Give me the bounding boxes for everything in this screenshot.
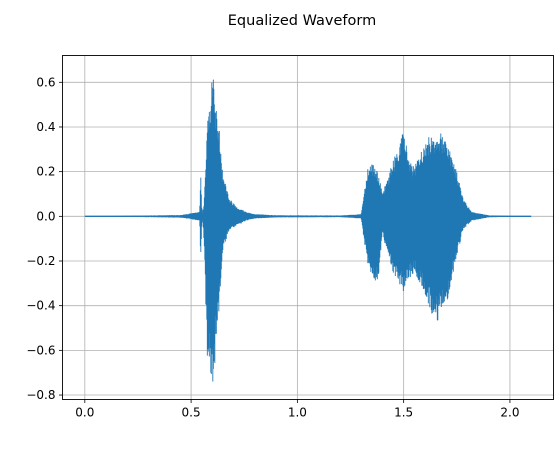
y-tick-label: −0.2: [26, 254, 55, 268]
y-tick-label: −0.4: [26, 299, 55, 313]
chart-title: Equalized Waveform: [228, 13, 376, 29]
waveform-series: [84, 79, 532, 382]
y-tick-label: 0.2: [36, 165, 55, 179]
x-axis: 0.0 0.5 1.0 1.5 2.0: [75, 399, 519, 420]
x-tick-label: 1.5: [394, 406, 413, 420]
grid: [62, 55, 554, 400]
y-tick-label: −0.6: [26, 343, 55, 357]
x-tick-label: 0.0: [75, 406, 94, 420]
y-tick-label: −0.8: [26, 388, 55, 402]
y-tick-label: 0.4: [36, 120, 55, 134]
x-tick-label: 0.5: [182, 406, 201, 420]
y-axis: −0.8 −0.6 −0.4 −0.2 0.0 0.2 0.4 0.6: [26, 75, 63, 402]
y-tick-label: 0.0: [36, 209, 55, 223]
y-tick-label: 0.6: [36, 75, 55, 89]
waveform-line: [84, 79, 532, 382]
x-tick-label: 2.0: [500, 406, 519, 420]
x-tick-label: 1.0: [288, 406, 307, 420]
plot-frame: [62, 55, 554, 400]
